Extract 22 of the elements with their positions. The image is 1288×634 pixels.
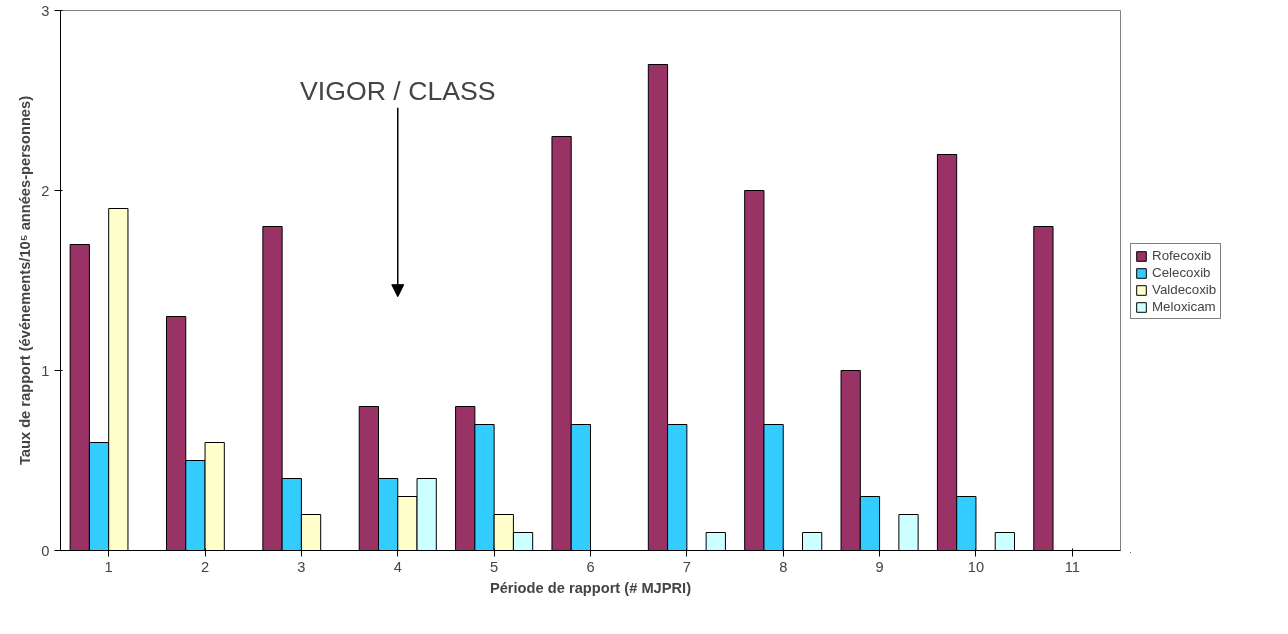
legend-label: Meloxicam [1152,299,1216,314]
annotation: VIGOR / CLASS [300,75,496,106]
x-tick-label: 1 [104,558,113,575]
x-tick-label: 4 [393,558,402,575]
x-tick-label: 6 [586,558,595,575]
y-tick-label: 3 [41,2,50,19]
legend-label: Celecoxib [1152,265,1211,280]
x-axis-title: Période de rapport (# MJPRI) [489,579,692,596]
legend-label: Valdecoxib [1152,282,1217,297]
y-tick-label: 2 [41,182,50,199]
x-tick-label: 5 [490,558,499,575]
x-tick-label: 9 [875,558,884,575]
x-tick-label: 7 [682,558,691,575]
y-tick-label: 1 [41,362,50,379]
x-tick-label: 8 [779,558,788,575]
y-axis-title: Taux de rapport (événements/10⁵ années-personnes) [17,95,34,466]
x-tick-label: 3 [297,558,306,575]
x-tick-label: 11 [1064,558,1080,575]
x-tick-label: 2 [200,558,210,575]
y-tick-label: 0 [41,542,50,559]
legend-label: Rofecoxib [1152,248,1212,263]
x-tick-label: 10 [967,558,985,575]
